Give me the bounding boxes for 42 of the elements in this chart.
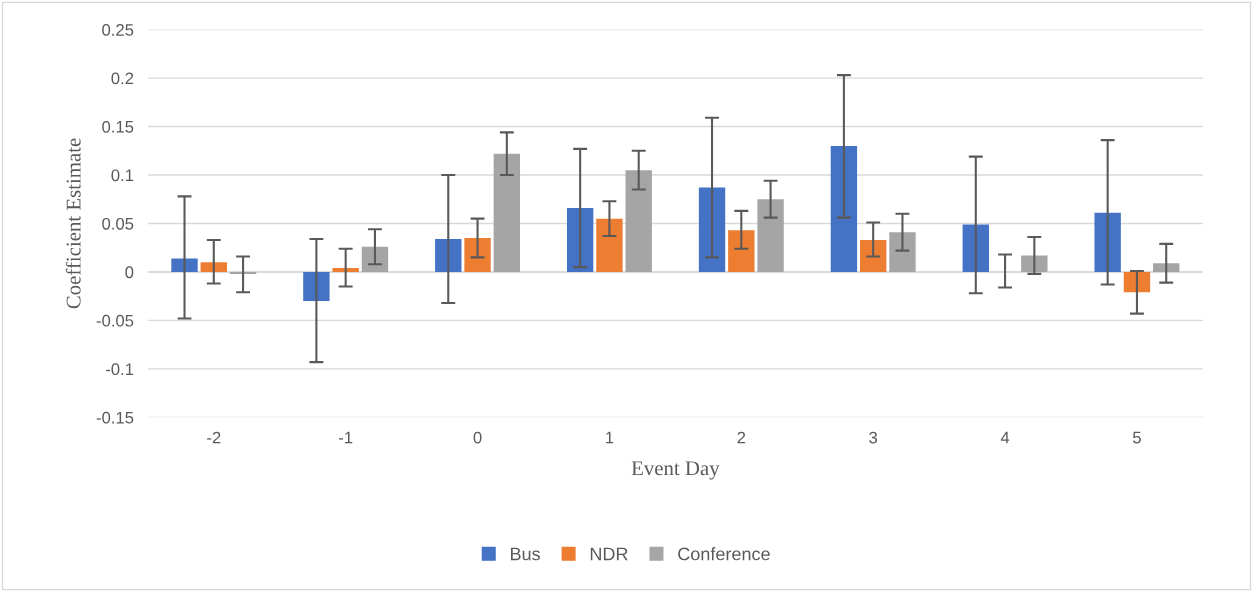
bar: [435, 238, 462, 272]
x-tick-label: 0: [473, 431, 482, 444]
bar: [493, 153, 521, 272]
y-tick-label: 0.1: [111, 169, 134, 182]
bar: [757, 199, 784, 272]
bar: [1153, 263, 1180, 272]
legend-label: Bus: [510, 547, 540, 561]
y-tick-label: 0.25: [102, 24, 134, 36]
y-tick-label: 0: [125, 266, 134, 279]
y-tick-label: 0.15: [102, 120, 134, 133]
legend-label: Conference: [678, 547, 770, 561]
legend-label: NDR: [590, 547, 628, 561]
x-tick-label: -2: [207, 431, 221, 444]
bar: [698, 187, 726, 272]
bar: [361, 246, 389, 272]
x-tick-label: -1: [339, 431, 353, 444]
x-tick-label: 1: [606, 431, 614, 444]
x-tick-label: 4: [1000, 431, 1010, 444]
x-axis-title: Event Day: [631, 461, 720, 480]
bar: [303, 271, 330, 302]
y-tick-label: -0.15: [96, 411, 134, 424]
bar: [464, 238, 491, 272]
y-tick-label: -0.1: [105, 363, 134, 376]
y-tick-label: 0.2: [111, 72, 134, 85]
bar: [1021, 255, 1048, 272]
y-tick-label: 0.05: [102, 217, 134, 230]
bar: [1094, 212, 1121, 272]
x-tick-label: 5: [1132, 431, 1141, 444]
y-tick-label: -0.05: [96, 314, 134, 327]
bar: [332, 268, 359, 272]
x-tick-label: 3: [869, 431, 878, 444]
bar: [889, 232, 916, 272]
bar: [596, 218, 623, 272]
y-axis-title: Coefficient Estimate: [65, 138, 81, 309]
bar: [830, 145, 858, 272]
bar: [728, 230, 755, 272]
x-tick-label: 2: [737, 431, 746, 444]
bar: [200, 262, 227, 272]
bar: [860, 239, 887, 272]
bar: [962, 224, 989, 272]
bar: [625, 170, 652, 272]
bar: [566, 207, 594, 272]
